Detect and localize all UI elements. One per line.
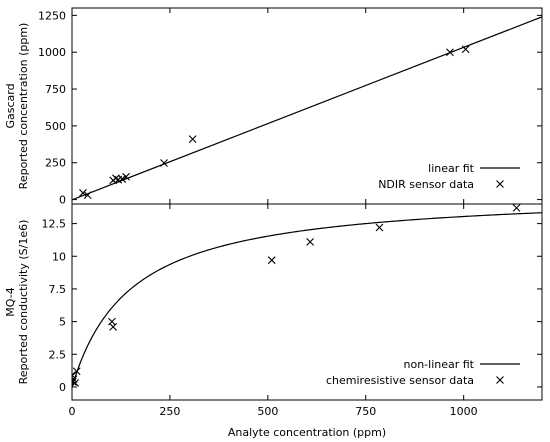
top-panel-gascard: 0 250 500 750 1000 1250 Gascard Reported concen…: [4, 7, 543, 207]
y-axis-label: Reported conductivity (S/1e6): [17, 220, 30, 385]
y-axis-label: Reported concentration (ppm): [17, 23, 30, 190]
x-tick-label: 750: [355, 405, 376, 418]
y-axis-label: Gascard: [4, 83, 17, 128]
data-point-marker: [109, 322, 118, 331]
y-tick-label: 0: [59, 381, 66, 394]
data-point-marker: [512, 204, 521, 212]
non-linear-fit-curve: [72, 212, 542, 388]
x-tick-label: 0: [69, 405, 76, 418]
data-point-marker: [122, 172, 130, 181]
y-tick-label: 7.5: [49, 283, 67, 296]
legend-label: NDIR sensor data: [378, 178, 474, 191]
x-tick-label: 250: [159, 405, 180, 418]
data-point-marker: [118, 175, 127, 183]
data-point-marker: [111, 174, 120, 183]
data-point-marker: [72, 377, 77, 386]
legend-label: chemiresistive sensor data: [326, 374, 474, 387]
data-point-marker: [446, 48, 454, 57]
x-axis-label: Analyte concentration (ppm): [228, 426, 386, 439]
data-point-marker: [72, 375, 78, 383]
data-point-marker: [461, 45, 470, 54]
plot-data: [72, 204, 542, 388]
data-point-marker: [83, 191, 92, 200]
y-tick-label: 1250: [38, 9, 66, 22]
data-point-marker: [108, 317, 116, 326]
data-point-marker: [72, 371, 76, 380]
data-point-marker: [72, 367, 81, 376]
x-tick-label: 1000: [450, 405, 478, 418]
legend-marker: [496, 376, 504, 384]
y-tick-label: 12.5: [42, 218, 67, 231]
y-axis-label: MQ-4: [4, 287, 17, 316]
legend-label: linear fit: [428, 162, 475, 175]
y-tick-label: 0: [59, 194, 66, 207]
data-point-marker: [188, 135, 197, 144]
bottom-panel-mq4: 0 250 500 750 1000 0 2.5 5 7.5 10 12.5 MQ-4 Reported…: [4, 203, 543, 439]
data-point-marker: [79, 189, 87, 197]
data-point-marker: [375, 223, 384, 232]
plot-frame: [71, 203, 543, 401]
plot-data: [72, 16, 542, 201]
legend-label: non-linear fit: [404, 358, 475, 371]
y-tick-label: 750: [45, 83, 66, 96]
data-point-marker: [72, 379, 80, 387]
y-tick-label: 1000: [38, 46, 66, 59]
data-point-marker: [267, 256, 276, 265]
y-tick-label: 250: [45, 157, 66, 170]
y-tick-label: 5: [59, 316, 66, 329]
y-tick-label: 500: [45, 120, 66, 133]
data-point-marker: [160, 159, 168, 167]
legend-marker: [496, 180, 504, 188]
data-point-marker: [306, 238, 315, 246]
x-tick-label: 500: [257, 405, 278, 418]
y-tick-label: 10: [52, 250, 66, 263]
y-tick-label: 2.5: [49, 348, 67, 361]
